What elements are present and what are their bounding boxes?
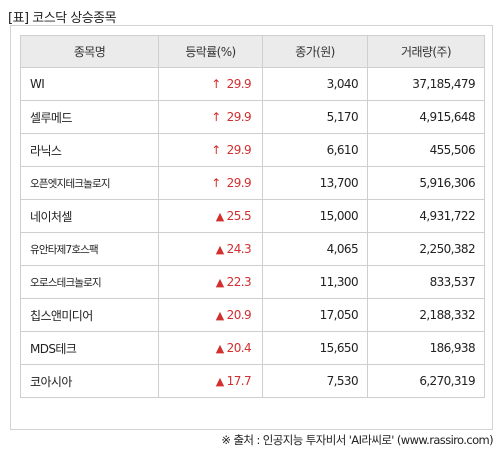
- upper-limit-arrow-icon: ↑: [211, 77, 221, 91]
- volume-cell: 2,188,332: [367, 298, 485, 332]
- change-rate-value: 20.9: [226, 308, 252, 322]
- table-row: MDS테크 ▲ 20.4 15,650 186,938: [20, 331, 485, 365]
- close-price-cell: 17,050: [262, 298, 368, 332]
- stock-name-cell: 셀루메드: [20, 100, 159, 134]
- close-price-cell: 5,170: [262, 100, 368, 134]
- change-rate-cell: ▲ 25.5: [158, 199, 263, 233]
- change-rate-value: 29.9: [226, 143, 252, 157]
- close-price-cell: 13,700: [262, 166, 368, 200]
- change-rate-cell: ↑ 29.9: [158, 133, 263, 167]
- stock-name-cell: 유안타제7호스팩: [20, 232, 159, 266]
- table-row: 오로스테크놀로지 ▲ 22.3 11,300 833,537: [20, 265, 485, 299]
- close-price-cell: 4,065: [262, 232, 368, 266]
- upper-limit-arrow-icon: ↑: [211, 143, 221, 157]
- close-price-cell: 15,000: [262, 199, 368, 233]
- change-rate-value: 29.9: [226, 176, 252, 190]
- volume-cell: 833,537: [367, 265, 485, 299]
- change-rate-cell: ▲ 17.7: [158, 364, 263, 398]
- stock-name-cell: 네이처셀: [20, 199, 159, 233]
- close-price-cell: 11,300: [262, 265, 368, 299]
- table-row: 네이처셀 ▲ 25.5 15,000 4,931,722: [20, 199, 485, 233]
- volume-cell: 6,270,319: [367, 364, 485, 398]
- change-rate-value: 17.7: [226, 374, 252, 388]
- stock-name-cell: 코아시아: [20, 364, 159, 398]
- volume-cell: 186,938: [367, 331, 485, 365]
- header-volume: 거래량(주): [367, 35, 485, 68]
- rise-triangle-icon: ▲: [215, 210, 224, 223]
- header-close-price: 종가(원): [262, 35, 368, 68]
- header-stock-name: 종목명: [20, 35, 159, 68]
- header-change-rate: 등락률(%): [158, 35, 263, 68]
- stock-name-cell: 오픈엣지테크놀로지: [20, 166, 159, 200]
- change-rate-value: 29.9: [226, 110, 252, 124]
- rise-triangle-icon: ▲: [215, 243, 224, 256]
- page-title: [표] 코스닥 상승종목: [8, 11, 117, 26]
- change-rate-value: 25.5: [226, 209, 252, 223]
- table-row: 코아시아 ▲ 17.7 7,530 6,270,319: [20, 364, 485, 398]
- table-row: 오픈엣지테크놀로지 ↑ 29.9 13,700 5,916,306: [20, 166, 485, 200]
- change-rate-value: 22.3: [226, 275, 252, 289]
- rise-triangle-icon: ▲: [215, 276, 224, 289]
- volume-cell: 4,915,648: [367, 100, 485, 134]
- close-price-cell: 3,040: [262, 67, 368, 101]
- table-row: 셀루메드 ↑ 29.9 5,170 4,915,648: [20, 100, 485, 134]
- change-rate-cell: ↑ 29.9: [158, 67, 263, 101]
- table-row: 라닉스 ↑ 29.9 6,610 455,506: [20, 133, 485, 167]
- stock-name-cell: MDS테크: [20, 331, 159, 365]
- upper-limit-arrow-icon: ↑: [211, 110, 221, 124]
- rise-triangle-icon: ▲: [215, 375, 224, 388]
- table-row: WI ↑ 29.9 3,040 37,185,479: [20, 67, 485, 101]
- change-rate-value: 29.9: [226, 77, 252, 91]
- rise-triangle-icon: ▲: [215, 309, 224, 322]
- change-rate-cell: ↑ 29.9: [158, 100, 263, 134]
- close-price-cell: 6,610: [262, 133, 368, 167]
- volume-cell: 5,916,306: [367, 166, 485, 200]
- volume-cell: 37,185,479: [367, 67, 485, 101]
- change-rate-value: 24.3: [226, 242, 252, 256]
- table-header-row: 종목명 등락률(%) 종가(원) 거래량(주): [20, 35, 485, 68]
- kosdaq-gainers-table: 종목명 등락률(%) 종가(원) 거래량(주) WI ↑ 29.9 3,040 37,1…: [20, 35, 485, 398]
- change-rate-value: 20.4: [226, 341, 252, 355]
- close-price-cell: 7,530: [262, 364, 368, 398]
- volume-cell: 455,506: [367, 133, 485, 167]
- volume-cell: 2,250,382: [367, 232, 485, 266]
- volume-cell: 4,931,722: [367, 199, 485, 233]
- table-frame: 종목명 등락률(%) 종가(원) 거래량(주) WI ↑ 29.9 3,040 37,1…: [10, 25, 493, 430]
- change-rate-cell: ▲ 20.4: [158, 331, 263, 365]
- table-row: 칩스앤미디어 ▲ 20.9 17,050 2,188,332: [20, 298, 485, 332]
- change-rate-cell: ▲ 22.3: [158, 265, 263, 299]
- change-rate-cell: ↑ 29.9: [158, 166, 263, 200]
- stock-name-cell: WI: [20, 67, 159, 101]
- stock-name-cell: 라닉스: [20, 133, 159, 167]
- change-rate-cell: ▲ 20.9: [158, 298, 263, 332]
- upper-limit-arrow-icon: ↑: [211, 176, 221, 190]
- close-price-cell: 15,650: [262, 331, 368, 365]
- source-note: ※ 출처 : 인공지능 투자비서 'AI라씨로' (www.rassiro.co…: [221, 433, 493, 447]
- table-row: 유안타제7호스팩 ▲ 24.3 4,065 2,250,382: [20, 232, 485, 266]
- stock-name-cell: 칩스앤미디어: [20, 298, 159, 332]
- change-rate-cell: ▲ 24.3: [158, 232, 263, 266]
- stock-name-cell: 오로스테크놀로지: [20, 265, 159, 299]
- rise-triangle-icon: ▲: [215, 342, 224, 355]
